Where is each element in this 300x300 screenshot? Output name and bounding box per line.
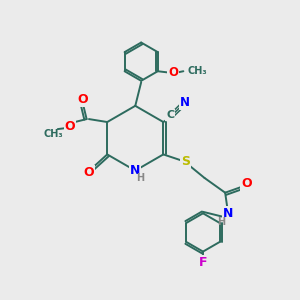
Text: O: O bbox=[77, 93, 88, 106]
Text: O: O bbox=[83, 166, 94, 178]
Text: N: N bbox=[223, 207, 233, 220]
Text: CH₃: CH₃ bbox=[187, 66, 207, 76]
Text: S: S bbox=[182, 155, 190, 168]
Text: CH₃: CH₃ bbox=[43, 129, 63, 140]
Text: C: C bbox=[166, 110, 174, 120]
Text: H: H bbox=[218, 217, 226, 226]
Text: N: N bbox=[130, 164, 140, 177]
Text: F: F bbox=[199, 256, 207, 269]
Text: N: N bbox=[179, 96, 190, 110]
Text: O: O bbox=[168, 66, 178, 79]
Text: O: O bbox=[65, 120, 75, 133]
Text: H: H bbox=[136, 173, 145, 183]
Text: O: O bbox=[241, 177, 252, 190]
